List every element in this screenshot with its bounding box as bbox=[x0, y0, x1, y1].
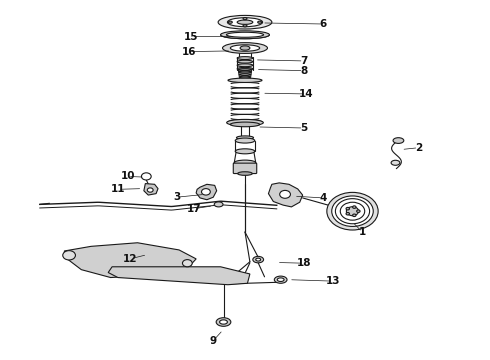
Ellipse shape bbox=[277, 278, 284, 282]
Ellipse shape bbox=[346, 207, 359, 216]
FancyBboxPatch shape bbox=[233, 163, 257, 174]
Polygon shape bbox=[64, 243, 196, 278]
Ellipse shape bbox=[237, 67, 253, 70]
Ellipse shape bbox=[237, 136, 253, 139]
Text: 3: 3 bbox=[173, 192, 180, 202]
Ellipse shape bbox=[239, 74, 251, 76]
Ellipse shape bbox=[228, 120, 262, 124]
Ellipse shape bbox=[240, 76, 250, 78]
Ellipse shape bbox=[230, 122, 260, 127]
Ellipse shape bbox=[235, 138, 255, 143]
Polygon shape bbox=[196, 184, 217, 200]
Text: 7: 7 bbox=[300, 56, 307, 66]
Text: 1: 1 bbox=[359, 227, 366, 237]
Ellipse shape bbox=[280, 190, 291, 198]
Ellipse shape bbox=[230, 45, 260, 51]
Ellipse shape bbox=[240, 79, 250, 81]
Ellipse shape bbox=[391, 160, 400, 165]
Ellipse shape bbox=[239, 71, 251, 73]
Ellipse shape bbox=[253, 256, 264, 263]
Text: 14: 14 bbox=[299, 89, 314, 99]
Ellipse shape bbox=[235, 149, 255, 154]
Ellipse shape bbox=[357, 210, 360, 212]
Ellipse shape bbox=[332, 196, 373, 226]
Polygon shape bbox=[269, 183, 303, 207]
Ellipse shape bbox=[238, 69, 252, 71]
Ellipse shape bbox=[237, 64, 253, 67]
Ellipse shape bbox=[228, 21, 232, 23]
Text: 18: 18 bbox=[296, 258, 311, 268]
Ellipse shape bbox=[346, 207, 349, 210]
Ellipse shape bbox=[327, 192, 378, 230]
Ellipse shape bbox=[147, 188, 153, 192]
Text: 4: 4 bbox=[319, 193, 327, 203]
Ellipse shape bbox=[218, 15, 272, 29]
Ellipse shape bbox=[243, 18, 247, 20]
Ellipse shape bbox=[274, 276, 287, 283]
Ellipse shape bbox=[237, 20, 253, 24]
Ellipse shape bbox=[346, 212, 349, 215]
Ellipse shape bbox=[243, 25, 247, 27]
Text: 11: 11 bbox=[111, 184, 125, 194]
Ellipse shape bbox=[216, 318, 231, 326]
Text: 2: 2 bbox=[415, 143, 422, 153]
Ellipse shape bbox=[226, 32, 264, 37]
Ellipse shape bbox=[237, 60, 253, 63]
Polygon shape bbox=[144, 184, 158, 195]
Text: 13: 13 bbox=[326, 276, 340, 286]
Ellipse shape bbox=[353, 206, 356, 208]
Ellipse shape bbox=[237, 57, 253, 59]
Text: 12: 12 bbox=[123, 254, 137, 264]
Ellipse shape bbox=[256, 258, 261, 261]
Ellipse shape bbox=[238, 172, 252, 175]
Ellipse shape bbox=[222, 42, 268, 53]
Text: 15: 15 bbox=[184, 32, 198, 41]
Ellipse shape bbox=[240, 46, 250, 50]
Text: 10: 10 bbox=[121, 171, 135, 181]
Ellipse shape bbox=[393, 138, 404, 143]
Ellipse shape bbox=[182, 260, 192, 267]
Ellipse shape bbox=[63, 251, 75, 260]
Ellipse shape bbox=[201, 189, 210, 195]
Ellipse shape bbox=[227, 120, 263, 126]
Ellipse shape bbox=[234, 160, 256, 166]
Ellipse shape bbox=[258, 21, 262, 23]
Ellipse shape bbox=[142, 173, 151, 180]
Polygon shape bbox=[108, 267, 250, 285]
Text: 6: 6 bbox=[319, 19, 327, 29]
Ellipse shape bbox=[227, 18, 263, 27]
Ellipse shape bbox=[353, 214, 356, 217]
Text: 16: 16 bbox=[182, 46, 196, 57]
Text: 8: 8 bbox=[300, 66, 307, 76]
Text: 5: 5 bbox=[300, 123, 307, 133]
Ellipse shape bbox=[220, 31, 270, 39]
Ellipse shape bbox=[228, 78, 262, 82]
Text: 17: 17 bbox=[186, 204, 201, 214]
Ellipse shape bbox=[214, 202, 223, 207]
Ellipse shape bbox=[220, 320, 227, 324]
Text: 9: 9 bbox=[210, 336, 217, 346]
